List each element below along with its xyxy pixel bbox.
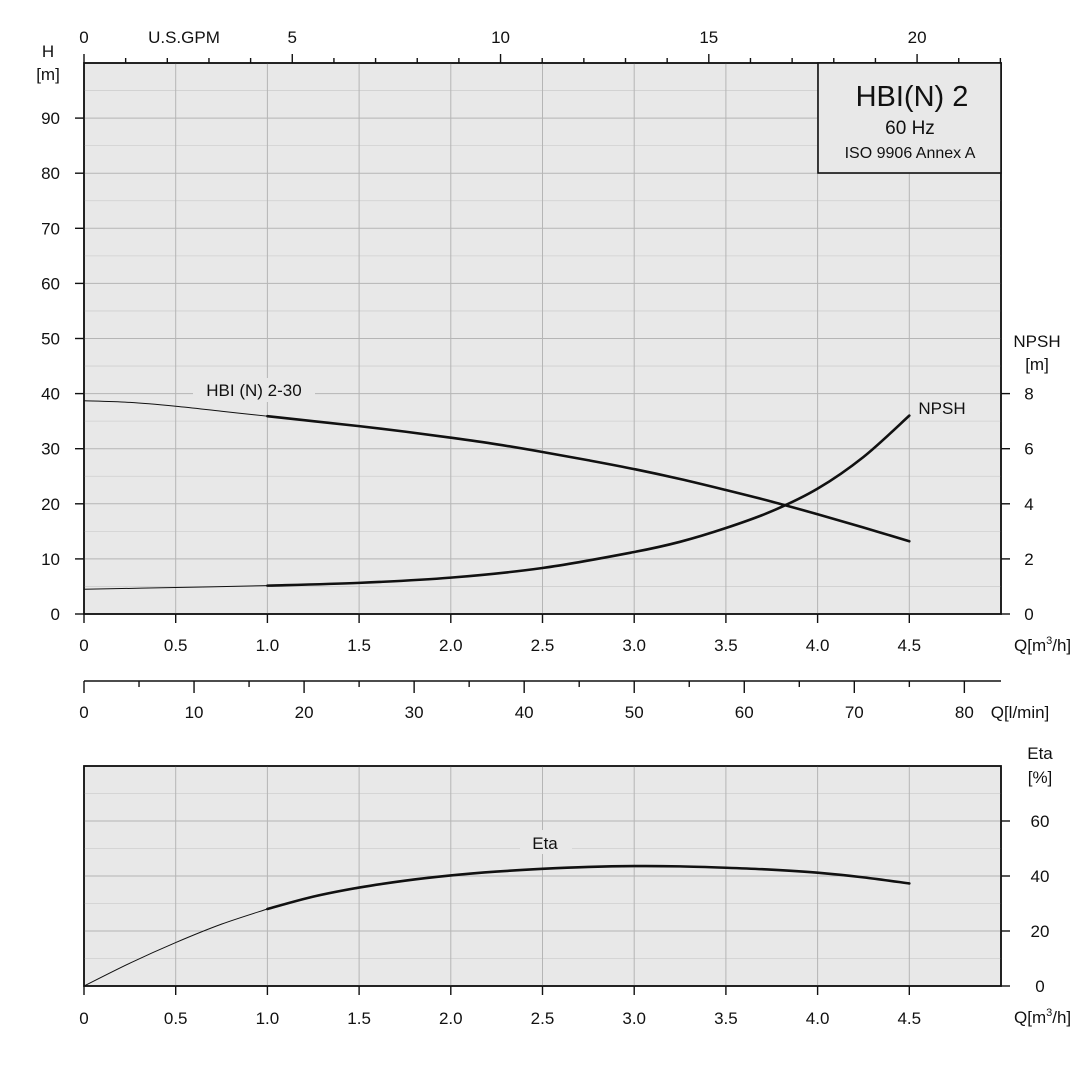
x-tick-label: 3.5 <box>714 636 738 655</box>
y-left-tick-label: 80 <box>41 164 60 183</box>
efficiency-grid: 0 0.5 1.0 1.5 2.0 2.5 3.0 3.5 4.0 4.5 0 20 40 60 <box>79 765 1050 1028</box>
eta-x-axis-title-tail: /h] <box>1052 1008 1071 1027</box>
y-right-tick-label: 6 <box>1024 440 1033 459</box>
y-left-tick-label: 60 <box>41 274 60 293</box>
y-left-title-line2: [m] <box>36 65 60 84</box>
eta-x-axis-title-base: Q[m <box>1014 1008 1046 1027</box>
eta-curve <box>266 864 911 911</box>
y-left-tick-label: 40 <box>41 385 60 404</box>
y-right-title-line2: [m] <box>1025 355 1049 374</box>
flow-lmin-tick-label: 40 <box>515 703 534 722</box>
head-curve-thin <box>83 400 268 417</box>
y-right-tick-label: 8 <box>1024 385 1033 404</box>
x-axis-title-tail: /h] <box>1052 636 1071 655</box>
x-tick-label: 3.0 <box>622 636 646 655</box>
y-left-title-line1: H <box>42 42 54 61</box>
curve-label-hbi: HBI (N) 2-30 <box>206 381 301 400</box>
y-left-tick-label: 70 <box>41 219 60 238</box>
flow-lmin-tick-label: 50 <box>625 703 644 722</box>
x-axis-title: Q[m3/h] <box>1014 635 1071 655</box>
eta-curve-thin <box>83 908 268 987</box>
x-tick-label: 1.0 <box>256 636 280 655</box>
eta-x-tick-label: 2.0 <box>439 1009 463 1028</box>
eta-x-axis-title: Q[m3/h] <box>1014 1007 1071 1027</box>
title-box <box>817 62 1002 174</box>
top-tick-label: 0 <box>79 28 88 47</box>
flow-lmin-tick-label: 70 <box>845 703 864 722</box>
performance-curves <box>83 400 911 590</box>
eta-x-tick-label: 2.5 <box>531 1009 555 1028</box>
performance-frame <box>83 62 1002 615</box>
eta-y-tick-label: 40 <box>1031 867 1050 886</box>
flow-lmin-ticks: 0 10 20 30 40 50 60 70 80 <box>79 681 974 722</box>
x-tick-label: 4.5 <box>897 636 921 655</box>
flow-lmin-axis: 0 10 20 30 40 50 60 70 80 Q[l/min] <box>79 680 1050 722</box>
curve-label-eta: Eta <box>532 834 558 853</box>
x-tick-label: 2.5 <box>531 636 555 655</box>
y-left-tick-label: 30 <box>41 440 60 459</box>
eta-x-axis-title-sup: 3 <box>1046 1007 1052 1019</box>
performance-chart: 0 0.5 1.0 1.5 2.0 2.5 3.0 3.5 4.0 4.5010203040506… <box>36 28 1071 655</box>
head-curve <box>266 414 911 543</box>
y-right-tick-label: 4 <box>1024 495 1033 514</box>
eta-x-tick-label: 4.5 <box>897 1009 921 1028</box>
curve-label-bg <box>193 378 315 402</box>
y-right-tick-label: 2 <box>1024 550 1033 569</box>
performance-grid: 0 0.5 1.0 1.5 2.0 2.5 3.0 3.5 4.0 4.5010203040506… <box>41 28 1034 655</box>
eta-y-tick-label: 0 <box>1035 977 1044 996</box>
x-tick-label: 4.0 <box>806 636 830 655</box>
x-tick-label: 2.0 <box>439 636 463 655</box>
y-left-tick-label: 50 <box>41 330 60 349</box>
title-model: HBI(N) 2 <box>856 81 969 113</box>
y-left-tick-label: 90 <box>41 109 60 128</box>
x-tick-label: 0 <box>79 636 88 655</box>
title-standard: ISO 9906 Annex A <box>845 145 976 162</box>
top-tick-label: 10 <box>491 28 510 47</box>
eta-title-line1: Eta <box>1027 744 1053 763</box>
flow-lmin-tick-label: 60 <box>735 703 754 722</box>
flow-lmin-tick-label: 80 <box>955 703 974 722</box>
x-axis-title-base: Q[m <box>1014 636 1046 655</box>
eta-title-line2: [%] <box>1028 768 1053 787</box>
eta-x-tick-label: 1.0 <box>256 1009 280 1028</box>
eta-x-tick-label: 0.5 <box>164 1009 188 1028</box>
y-left-tick-label: 0 <box>51 605 60 624</box>
eta-x-tick-label: 3.5 <box>714 1009 738 1028</box>
npsh-curve <box>266 414 911 587</box>
top-tick-label: 20 <box>908 28 927 47</box>
title-frequency: 60 Hz <box>885 118 935 139</box>
y-right-title-line1: NPSH <box>1013 332 1060 351</box>
eta-x-tick-label: 0 <box>79 1009 88 1028</box>
y-left-tick-label: 20 <box>41 495 60 514</box>
flow-lmin-title: Q[l/min] <box>991 703 1050 722</box>
efficiency-curves <box>83 864 911 987</box>
eta-x-tick-label: 1.5 <box>347 1009 371 1028</box>
x-tick-label: 0.5 <box>164 636 188 655</box>
top-axis-title: U.S.GPM <box>148 28 220 47</box>
eta-y-tick-label: 60 <box>1031 812 1050 831</box>
eta-label-bg <box>520 830 572 854</box>
top-tick-label: 5 <box>288 28 297 47</box>
curve-label-npsh: NPSH <box>918 399 965 418</box>
y-right-tick-label: 0 <box>1024 605 1033 624</box>
x-tick-label: 1.5 <box>347 636 371 655</box>
npsh-curve-thin <box>83 585 268 590</box>
flow-lmin-tick-label: 30 <box>405 703 424 722</box>
flow-lmin-tick-label: 0 <box>79 703 88 722</box>
y-left-tick-label: 10 <box>41 550 60 569</box>
eta-x-tick-label: 4.0 <box>806 1009 830 1028</box>
efficiency-frame <box>83 765 1002 987</box>
eta-x-tick-label: 3.0 <box>622 1009 646 1028</box>
x-axis-title-sup: 3 <box>1046 635 1052 647</box>
eta-y-tick-label: 20 <box>1031 922 1050 941</box>
flow-lmin-tick-label: 10 <box>185 703 204 722</box>
top-tick-label: 15 <box>699 28 718 47</box>
flow-lmin-tick-label: 20 <box>295 703 314 722</box>
